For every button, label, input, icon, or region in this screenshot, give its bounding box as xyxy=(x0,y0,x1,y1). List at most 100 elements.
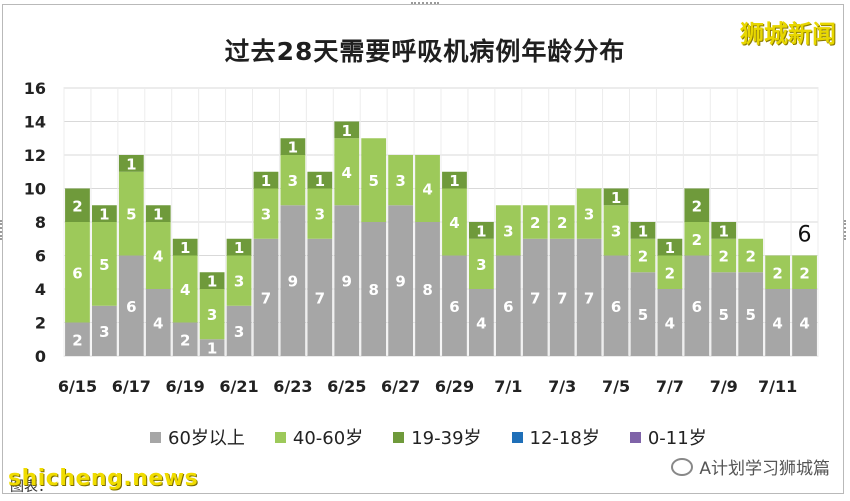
bar-segment xyxy=(765,255,790,289)
data-label: 6 xyxy=(692,298,702,316)
x-tick-label: 6/23 xyxy=(273,377,312,396)
x-tick-label: 6/29 xyxy=(435,377,474,396)
data-label: 4 xyxy=(153,315,163,333)
bar-segment xyxy=(630,222,656,239)
y-tick-label: 6 xyxy=(35,247,46,266)
y-tick-label: 0 xyxy=(35,347,46,366)
data-label: 1 xyxy=(261,172,271,190)
bar-segment xyxy=(334,138,360,206)
bar-segment xyxy=(199,339,225,356)
bar-segment xyxy=(388,155,413,206)
data-label: 2 xyxy=(638,248,648,266)
bar-segment xyxy=(469,238,494,289)
bar-segment xyxy=(711,238,737,273)
legend-label: 60岁以上 xyxy=(168,428,245,449)
bar-segment xyxy=(280,205,306,356)
x-tick-label: 7/1 xyxy=(494,377,522,396)
bar-segment xyxy=(603,255,629,356)
data-label: 7 xyxy=(557,289,567,307)
x-tick-label: 7/11 xyxy=(758,377,797,396)
x-tick-label: 6/19 xyxy=(166,377,205,396)
resize-handle-right[interactable] xyxy=(844,220,850,240)
legend-swatch-40-60 xyxy=(274,431,286,443)
bar-segment xyxy=(469,289,494,356)
data-label: 1 xyxy=(126,155,136,173)
bar-segment xyxy=(92,205,117,222)
data-label: 9 xyxy=(288,273,298,291)
bar-segment xyxy=(172,238,198,256)
bar-segment xyxy=(684,222,710,256)
data-label: 6 xyxy=(126,298,136,316)
y-tick-label: 2 xyxy=(35,314,46,333)
bar-segment xyxy=(576,188,602,239)
bar-segment xyxy=(603,205,629,256)
bar-segment xyxy=(199,289,225,340)
bar-segment xyxy=(792,289,817,356)
data-label: 2 xyxy=(72,197,82,215)
total-annotation: 6 xyxy=(798,223,812,248)
legend-item: 0-11岁 xyxy=(629,424,707,450)
y-tick-label: 12 xyxy=(24,146,46,165)
y-tick-label: 16 xyxy=(24,79,46,98)
bar-segment xyxy=(361,222,387,356)
bar-segment xyxy=(307,238,333,356)
bar-segment xyxy=(334,205,360,356)
legend-swatch-19-39 xyxy=(393,431,405,443)
data-label: 4 xyxy=(180,281,190,299)
bar-segment xyxy=(657,255,683,289)
watermark: shicheng.news xyxy=(8,466,199,491)
x-tick-label: 6/25 xyxy=(327,377,366,396)
data-label: 6 xyxy=(72,264,82,282)
chart-title: 过去28天需要呼吸机病例年龄分布 xyxy=(224,37,626,66)
data-label: 4 xyxy=(476,315,486,333)
bar-segment xyxy=(253,171,279,189)
bar-segment xyxy=(738,238,764,273)
legend-item: 12-18岁 xyxy=(511,424,600,450)
bar-segment xyxy=(442,255,467,356)
bar-segment xyxy=(92,222,117,306)
bar-segment xyxy=(711,222,737,239)
data-label: 4 xyxy=(772,315,782,333)
bar-segment xyxy=(334,121,360,139)
legend-item: 60岁以上 xyxy=(150,424,245,450)
bar-segment xyxy=(630,272,656,356)
bar-segment xyxy=(65,222,90,323)
data-label: 6 xyxy=(611,298,621,316)
data-label: 5 xyxy=(719,306,729,324)
bar-segment xyxy=(442,171,467,189)
x-tick-label: 7/7 xyxy=(656,377,684,396)
wechat-icon xyxy=(671,457,694,476)
data-label: 1 xyxy=(449,172,459,190)
data-label: 6 xyxy=(503,298,513,316)
data-label: 5 xyxy=(99,256,109,274)
resize-handle-top[interactable] xyxy=(411,2,439,8)
data-label: 4 xyxy=(342,164,352,182)
data-label: 6 xyxy=(449,298,459,316)
data-label: 5 xyxy=(368,172,378,190)
chart-legend: 60岁以上 40-60岁 19-39岁 12-18岁 0-11岁 xyxy=(150,424,707,450)
bar-segment xyxy=(307,188,333,239)
data-label: 9 xyxy=(395,273,405,291)
data-label: 5 xyxy=(745,306,755,324)
bar-segment xyxy=(630,238,656,273)
bar-segment xyxy=(469,222,494,239)
resize-handle-left[interactable] xyxy=(0,220,6,240)
data-label: 1 xyxy=(665,239,675,257)
bar-segment xyxy=(226,255,252,306)
bar-segment xyxy=(522,205,548,239)
data-label: 1 xyxy=(288,139,298,157)
bar-segment xyxy=(738,272,764,356)
bar-segment xyxy=(549,238,575,356)
bar-segment xyxy=(522,238,548,356)
data-label: 8 xyxy=(368,281,378,299)
legend-label: 19-39岁 xyxy=(411,428,482,449)
bar-segment xyxy=(657,238,683,256)
data-label: 9 xyxy=(342,273,352,291)
data-label: 2 xyxy=(745,248,755,266)
bar-segment xyxy=(388,205,413,356)
x-tick-label: 6/27 xyxy=(381,377,420,396)
bar-segment xyxy=(280,155,306,206)
bar-segment xyxy=(711,272,737,356)
data-label: 2 xyxy=(72,331,82,349)
